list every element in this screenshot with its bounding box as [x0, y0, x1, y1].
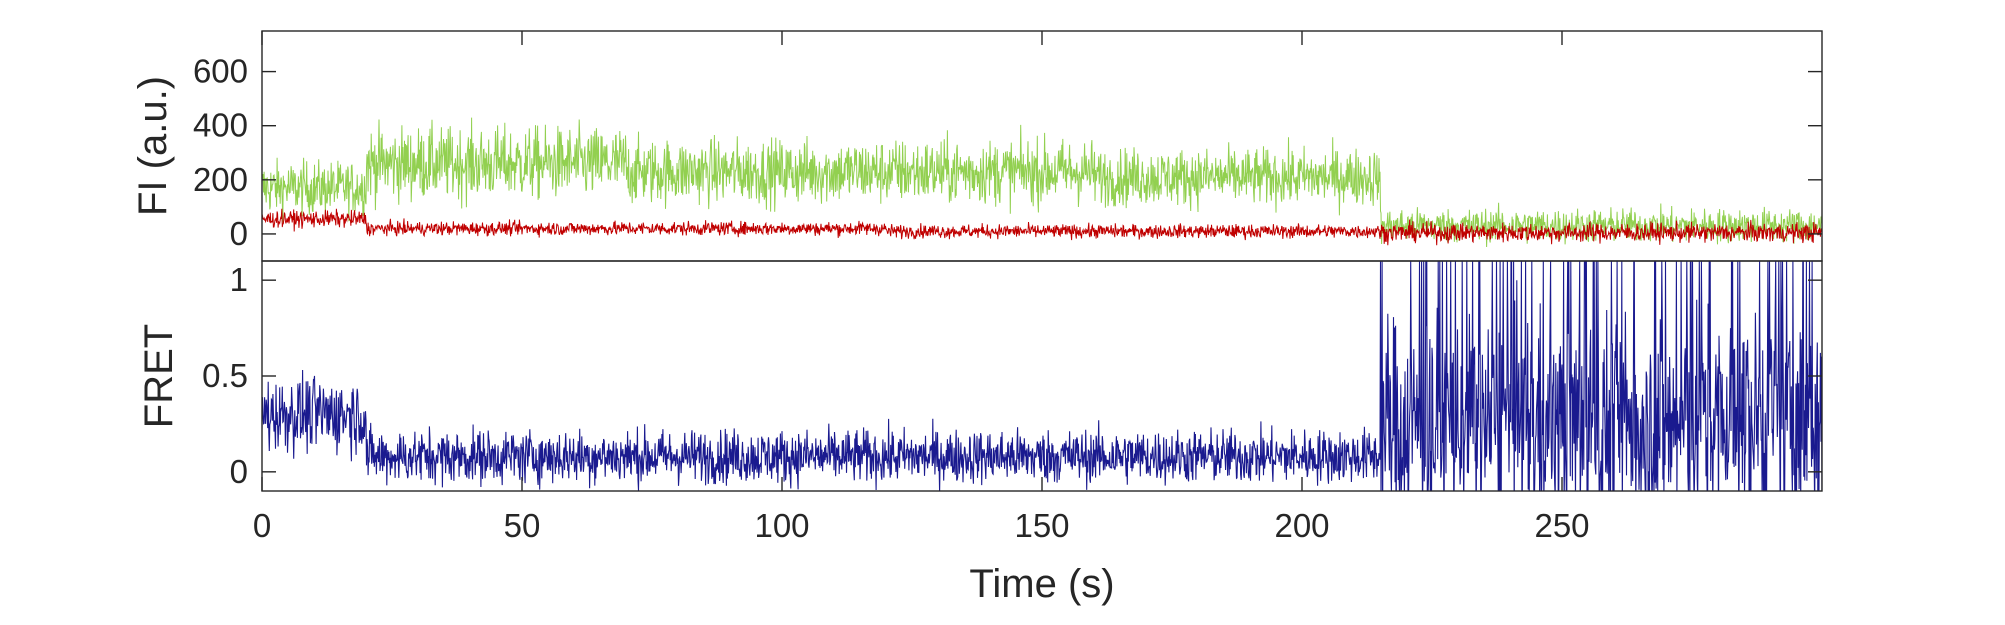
y-tick-label: 0 — [230, 215, 248, 252]
y-tick-label: 0.5 — [202, 357, 248, 394]
top-y-axis-label: FI (a.u.) — [131, 76, 175, 216]
y-tick-label: 0 — [230, 453, 248, 490]
bottom-y-ticks: 00.51 — [202, 261, 1822, 490]
bottom-y-axis-label: FRET — [137, 324, 181, 428]
y-tick-label: 400 — [193, 107, 248, 144]
fret-panel: 00.51 0 50 100 150 200 250 FRET Time (s) — [137, 31, 1823, 606]
x-ticks: 0 50 100 150 200 250 — [253, 31, 1590, 544]
top-y-ticks: 0 200 400 600 — [193, 53, 1822, 252]
x-tick-label: 100 — [754, 507, 809, 544]
y-tick-label: 1 — [230, 261, 248, 298]
fluorescence-traces — [262, 117, 1822, 248]
donor-trace — [262, 117, 1822, 248]
x-axis-label: Time (s) — [969, 562, 1114, 606]
fret-efficiency-trace — [262, 261, 1822, 491]
fret-trace — [262, 261, 1822, 491]
fluorescence-panel: 0 200 400 600 FI (a.u.) — [131, 30, 1823, 262]
x-tick-label: 50 — [504, 507, 541, 544]
y-tick-label: 600 — [193, 53, 248, 90]
x-tick-label: 250 — [1534, 507, 1589, 544]
acceptor-trace — [262, 208, 1822, 246]
x-tick-label: 0 — [253, 507, 271, 544]
y-tick-label: 200 — [193, 161, 248, 198]
x-tick-label: 200 — [1274, 507, 1329, 544]
x-tick-label: 150 — [1014, 507, 1069, 544]
